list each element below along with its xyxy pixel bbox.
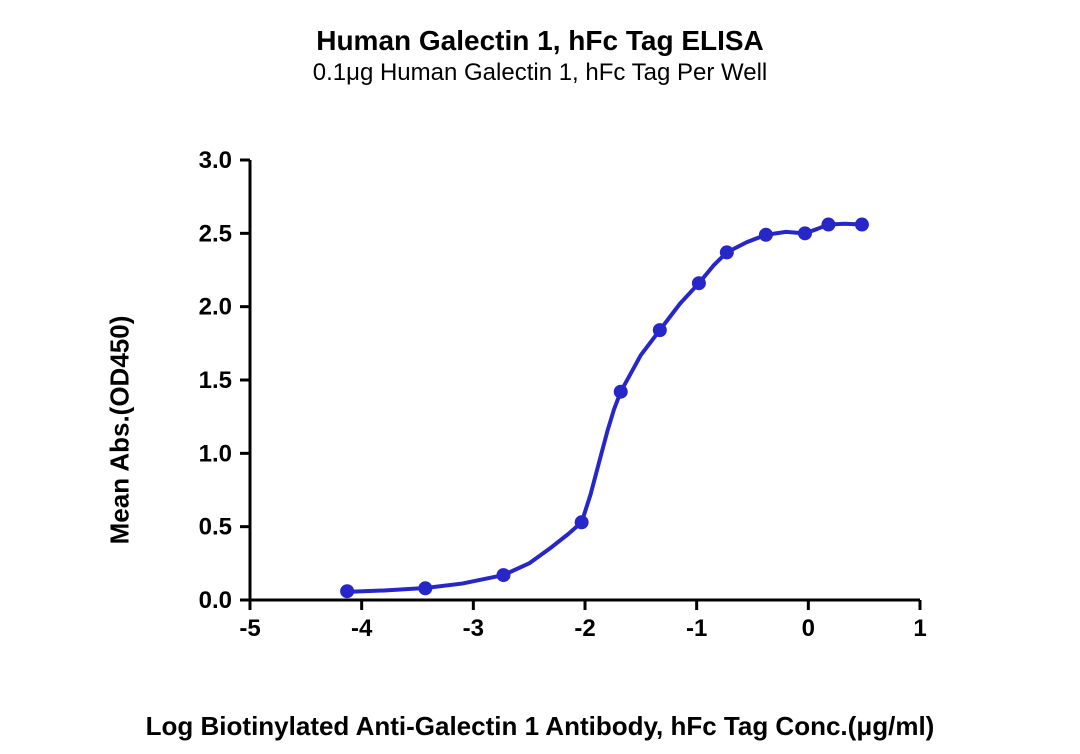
data-point — [855, 218, 869, 232]
x-tick-label: -5 — [239, 615, 260, 642]
data-point — [614, 385, 628, 399]
x-tick-label: -4 — [351, 615, 373, 642]
data-point — [692, 276, 706, 290]
title-block: Human Galectin 1, hFc Tag ELISA 0.1μg Hu… — [0, 25, 1080, 87]
data-point — [798, 226, 812, 240]
y-tick-label: 0.0 — [199, 587, 232, 614]
y-tick-label: 0.5 — [199, 514, 232, 541]
y-tick-label: 3.0 — [199, 150, 232, 174]
data-point — [653, 323, 667, 337]
x-axis-label: Log Biotinylated Anti-Galectin 1 Antibod… — [0, 711, 1080, 742]
data-point — [575, 515, 589, 529]
chart-subtitle: 0.1μg Human Galectin 1, hFc Tag Per Well — [0, 59, 1080, 87]
chart-container: Mean Abs.(OD450) 0.00.51.01.52.02.53.0-5… — [180, 150, 940, 710]
x-tick-label: -2 — [574, 615, 595, 642]
data-point — [340, 584, 354, 598]
y-axis-label: Mean Abs.(OD450) — [105, 316, 136, 545]
x-tick-label: 1 — [913, 615, 926, 642]
data-point — [418, 581, 432, 595]
x-tick-label: 0 — [802, 615, 815, 642]
data-point — [759, 228, 773, 242]
y-tick-label: 1.5 — [199, 367, 232, 394]
fit-curve — [347, 224, 862, 592]
y-tick-label: 2.5 — [199, 220, 232, 247]
chart-title: Human Galectin 1, hFc Tag ELISA — [0, 25, 1080, 57]
y-tick-label: 1.0 — [199, 440, 232, 467]
elisa-chart: 0.0 0.5 1.0 1.5 2.0 2.5 3.0 -5 -4 -3 -2 -1 0 1 — [180, 150, 940, 670]
y-tick-label: 2.0 — [199, 294, 232, 321]
x-tick-label: -3 — [463, 615, 484, 642]
data-point — [720, 245, 734, 259]
data-point — [821, 218, 835, 232]
data-point — [496, 568, 510, 582]
x-tick-label: -1 — [686, 615, 707, 642]
